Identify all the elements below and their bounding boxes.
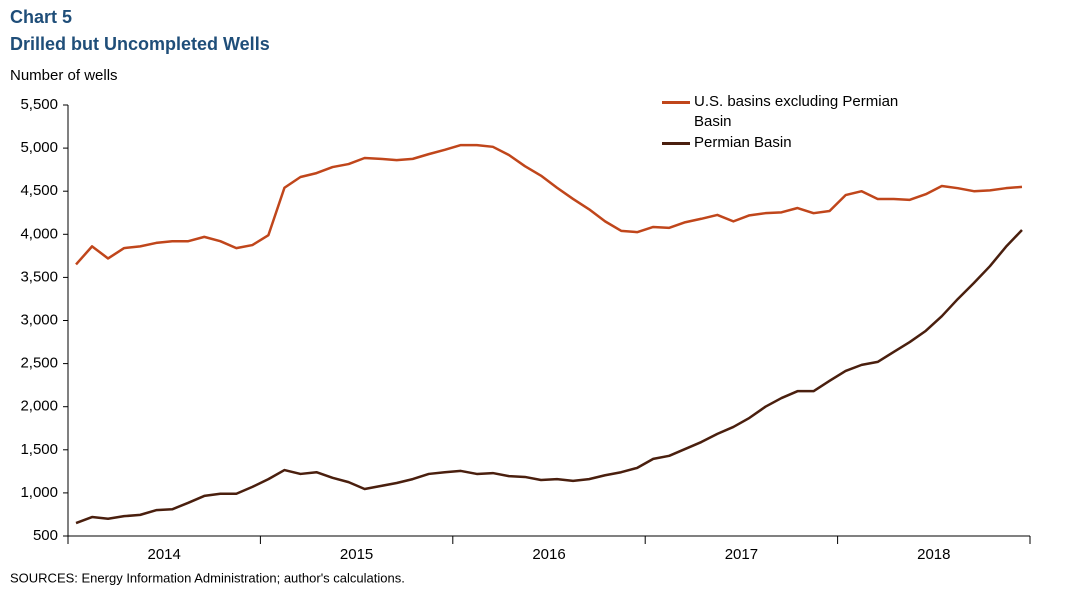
y-tick-label: 4,000 <box>20 225 58 242</box>
y-tick-label: 1,000 <box>20 484 58 501</box>
y-tick-label: 1,500 <box>20 441 58 458</box>
x-group-label: 2017 <box>725 546 758 563</box>
x-group-label: 2016 <box>532 546 565 563</box>
legend-item: U.S. basins excluding Permian Basin <box>662 92 952 132</box>
legend-label: U.S. basins excluding Permian Basin <box>694 93 899 130</box>
chart-title: Chart 5 <box>10 7 72 27</box>
series-line <box>75 229 1023 525</box>
y-tick-label: 2,000 <box>20 398 58 415</box>
legend: U.S. basins excluding Permian Basin Permi… <box>662 92 952 154</box>
y-tick-label: 500 <box>33 527 58 544</box>
y-tick-label: 2,500 <box>20 355 58 372</box>
legend-label: Permian Basin <box>694 134 792 151</box>
legend-swatch <box>662 142 690 145</box>
y-tick-label: 3,500 <box>20 268 58 285</box>
y-tick-label: 5,500 <box>20 96 58 113</box>
legend-swatch <box>662 101 690 104</box>
y-axis-label: Number of wells <box>10 67 118 84</box>
legend-item: Permian Basin <box>662 133 952 153</box>
x-group-label: 2015 <box>340 546 373 563</box>
x-group-label: 2018 <box>917 546 950 563</box>
chart-subtitle: Drilled but Uncompleted Wells <box>10 34 270 54</box>
series-line <box>75 143 1023 266</box>
x-group-label: 2014 <box>148 546 181 563</box>
source-note: SOURCES: Energy Information Administrati… <box>10 570 405 585</box>
y-tick-label: 5,000 <box>20 139 58 156</box>
y-tick-label: 3,000 <box>20 311 58 328</box>
y-tick-label: 4,500 <box>20 182 58 199</box>
